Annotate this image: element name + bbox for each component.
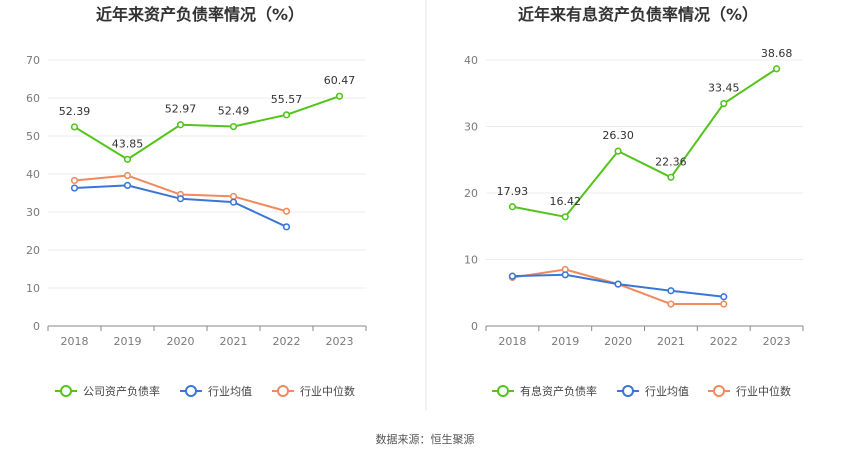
y-tick-label: 50 [26,130,40,143]
legend-swatch-marker [497,385,509,397]
y-tick-label: 60 [26,92,40,105]
y-tick-label: 20 [464,187,478,200]
legend-label: 行业中位数 [300,384,355,398]
data-point [614,280,622,288]
data-point [561,213,569,221]
legend-label: 行业均值 [208,385,252,398]
x-tick-label: 2018 [61,335,89,348]
data-point [720,293,728,301]
data-point [123,181,132,189]
legend-swatch-marker [622,385,634,397]
data-label: 22.36 [655,155,687,168]
data-label: 52.49 [218,105,250,118]
y-tick-label: 40 [464,54,478,67]
x-tick-label: 2023 [326,335,354,348]
data-point [176,195,185,203]
legend-item: 行业均值 [617,385,689,398]
chart-title: 近年来资产负债率情况（%） [96,5,304,24]
data-point [229,122,238,131]
y-tick-label: 70 [26,54,40,67]
data-point [667,300,675,308]
data-label: 52.97 [165,103,197,116]
data-point [335,92,344,100]
data-point [70,176,79,185]
x-tick-label: 2023 [763,335,791,348]
y-tick-label: 10 [26,282,40,295]
y-tick-label: 0 [33,320,40,333]
legend-item: 行业中位数 [272,384,355,398]
data-point [282,223,291,231]
data-point [508,272,517,280]
data-label: 60.47 [324,74,356,87]
data-point [614,147,622,155]
data-point [229,198,238,206]
source-note: 数据来源：恒生聚源 [376,432,475,446]
series-line [73,95,340,161]
series-line [512,67,778,218]
data-point [70,184,79,192]
data-label: 55.57 [271,93,303,106]
x-tick-label: 2022 [710,335,738,348]
interest-debt-ratio-chart: 近年来有息资产负债率情况（%） 0 10 20 30 40 2018 2019 2020 2021… [464,5,804,398]
legend-label: 行业中位数 [736,384,791,398]
legend-label: 行业均值 [645,385,689,398]
y-tick-label: 30 [464,121,478,134]
legend-item: 行业中位数 [708,384,791,398]
y-tick-label: 40 [26,168,40,181]
data-label: 17.93 [497,185,529,198]
data-point [720,300,728,308]
data-point [561,271,569,279]
data-point [176,121,185,129]
data-point [508,203,517,211]
x-tick-label: 2021 [657,335,685,348]
x-tick-label: 2020 [604,335,632,348]
data-label: 33.45 [708,82,740,95]
data-point [667,287,675,295]
x-tick-label: 2018 [498,335,526,348]
x-tick-label: 2021 [220,335,248,348]
data-point [282,111,291,119]
x-tick-label: 2020 [167,335,195,348]
data-point [720,99,728,108]
legend-label: 公司资产负债率 [83,384,160,398]
chart-title: 近年来有息资产负债率情况（%） [518,5,758,24]
legend-item: 有息资产负债率 [492,384,597,398]
y-tick-label: 10 [464,254,478,267]
legend-swatch-marker [185,385,197,397]
data-point [229,192,238,201]
x-tick-label: 2022 [273,335,301,348]
data-point [123,171,132,180]
debt-ratio-chart: 近年来资产负债率情况（%） 0 10 20 30 40 50 60 70 2018 2019 2020… [26,5,367,398]
legend-item: 公司资产负债率 [55,384,160,398]
y-tick-label: 0 [471,320,478,333]
legend-swatch-marker [713,385,725,397]
legend-swatch-marker [60,385,72,397]
legend-swatch-marker [277,385,289,397]
data-point [123,155,132,163]
y-tick-label: 20 [26,244,40,257]
x-tick-label: 2019 [551,335,579,348]
data-point [772,65,781,73]
data-label: 16.42 [550,195,582,208]
data-point [70,123,79,131]
data-label: 52.39 [59,105,91,118]
x-tick-label: 2019 [114,335,142,348]
legend-label: 有息资产负债率 [520,384,597,398]
data-label: 26.30 [602,129,634,142]
y-tick-label: 30 [26,206,40,219]
data-label: 38.68 [761,47,793,60]
data-label: 43.85 [112,137,144,150]
data-point [282,207,291,215]
legend-item: 行业均值 [180,385,252,398]
data-point [667,173,675,181]
